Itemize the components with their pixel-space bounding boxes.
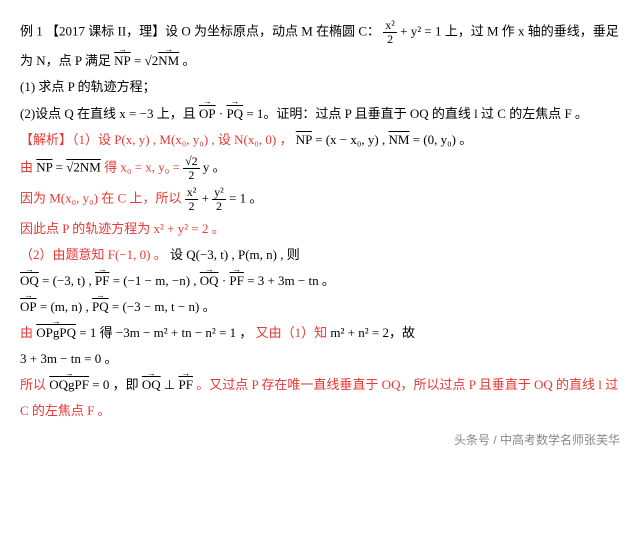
problem-line-2: 为 N，点 P 满足 NP = √2NM 。 <box>20 50 620 72</box>
solution-line-11: C 的左焦点 F 。 <box>20 400 620 422</box>
solution-line-5: （2）由题意知 F(−1, 0) 。 设 Q(−3, t) , P(m, n) … <box>20 244 620 266</box>
solution-line-8: 由 OPgPQ = 1 得 −3m − m² + tn − n² = 1 ， 又… <box>20 322 620 344</box>
solution-line-4: 因此点 P 的轨迹方程为 x² + y² = 2 。 <box>20 218 620 240</box>
problem-line-1: 例 1 【2017 课标 II，理】设 O 为坐标原点，动点 M 在椭圆 C： … <box>20 19 620 46</box>
solution-line-3: 因为 M(x₀, y₀) 在 C 上，所以 x²2 + y²2 = 1 。 <box>20 186 620 213</box>
question-2: (2)设点 Q 在直线 x = −3 上，且 OP · PQ = 1。证明：过点… <box>20 103 620 125</box>
solution-line-2: 由 NP = √2NM 得 x₀ = x, y₀ = √22 y 。 <box>20 155 620 182</box>
solution-line-6: OQ = (−3, t) , PF = (−1 − m, −n) , OQ · … <box>20 270 620 292</box>
solution-line-10: 所以 OQgPF = 0 ，即 OQ ⊥ PF 。又过点 P 存在唯一直线垂直于… <box>20 374 620 396</box>
question-1: (1) 求点 P 的轨迹方程； <box>20 76 620 98</box>
solution-line-9: 3 + 3m − tn = 0 。 <box>20 348 620 370</box>
solution-line-7: OP = (m, n) , PQ = (−3 − m, t − n) 。 <box>20 296 620 318</box>
solution-line-1: 【解析】（1）设 P(x, y) , M(x₀, y₀) , 设 N(x₀, 0… <box>20 129 620 151</box>
footer-credit: 头条号 / 中高考数学名师张芙华 <box>20 430 620 450</box>
